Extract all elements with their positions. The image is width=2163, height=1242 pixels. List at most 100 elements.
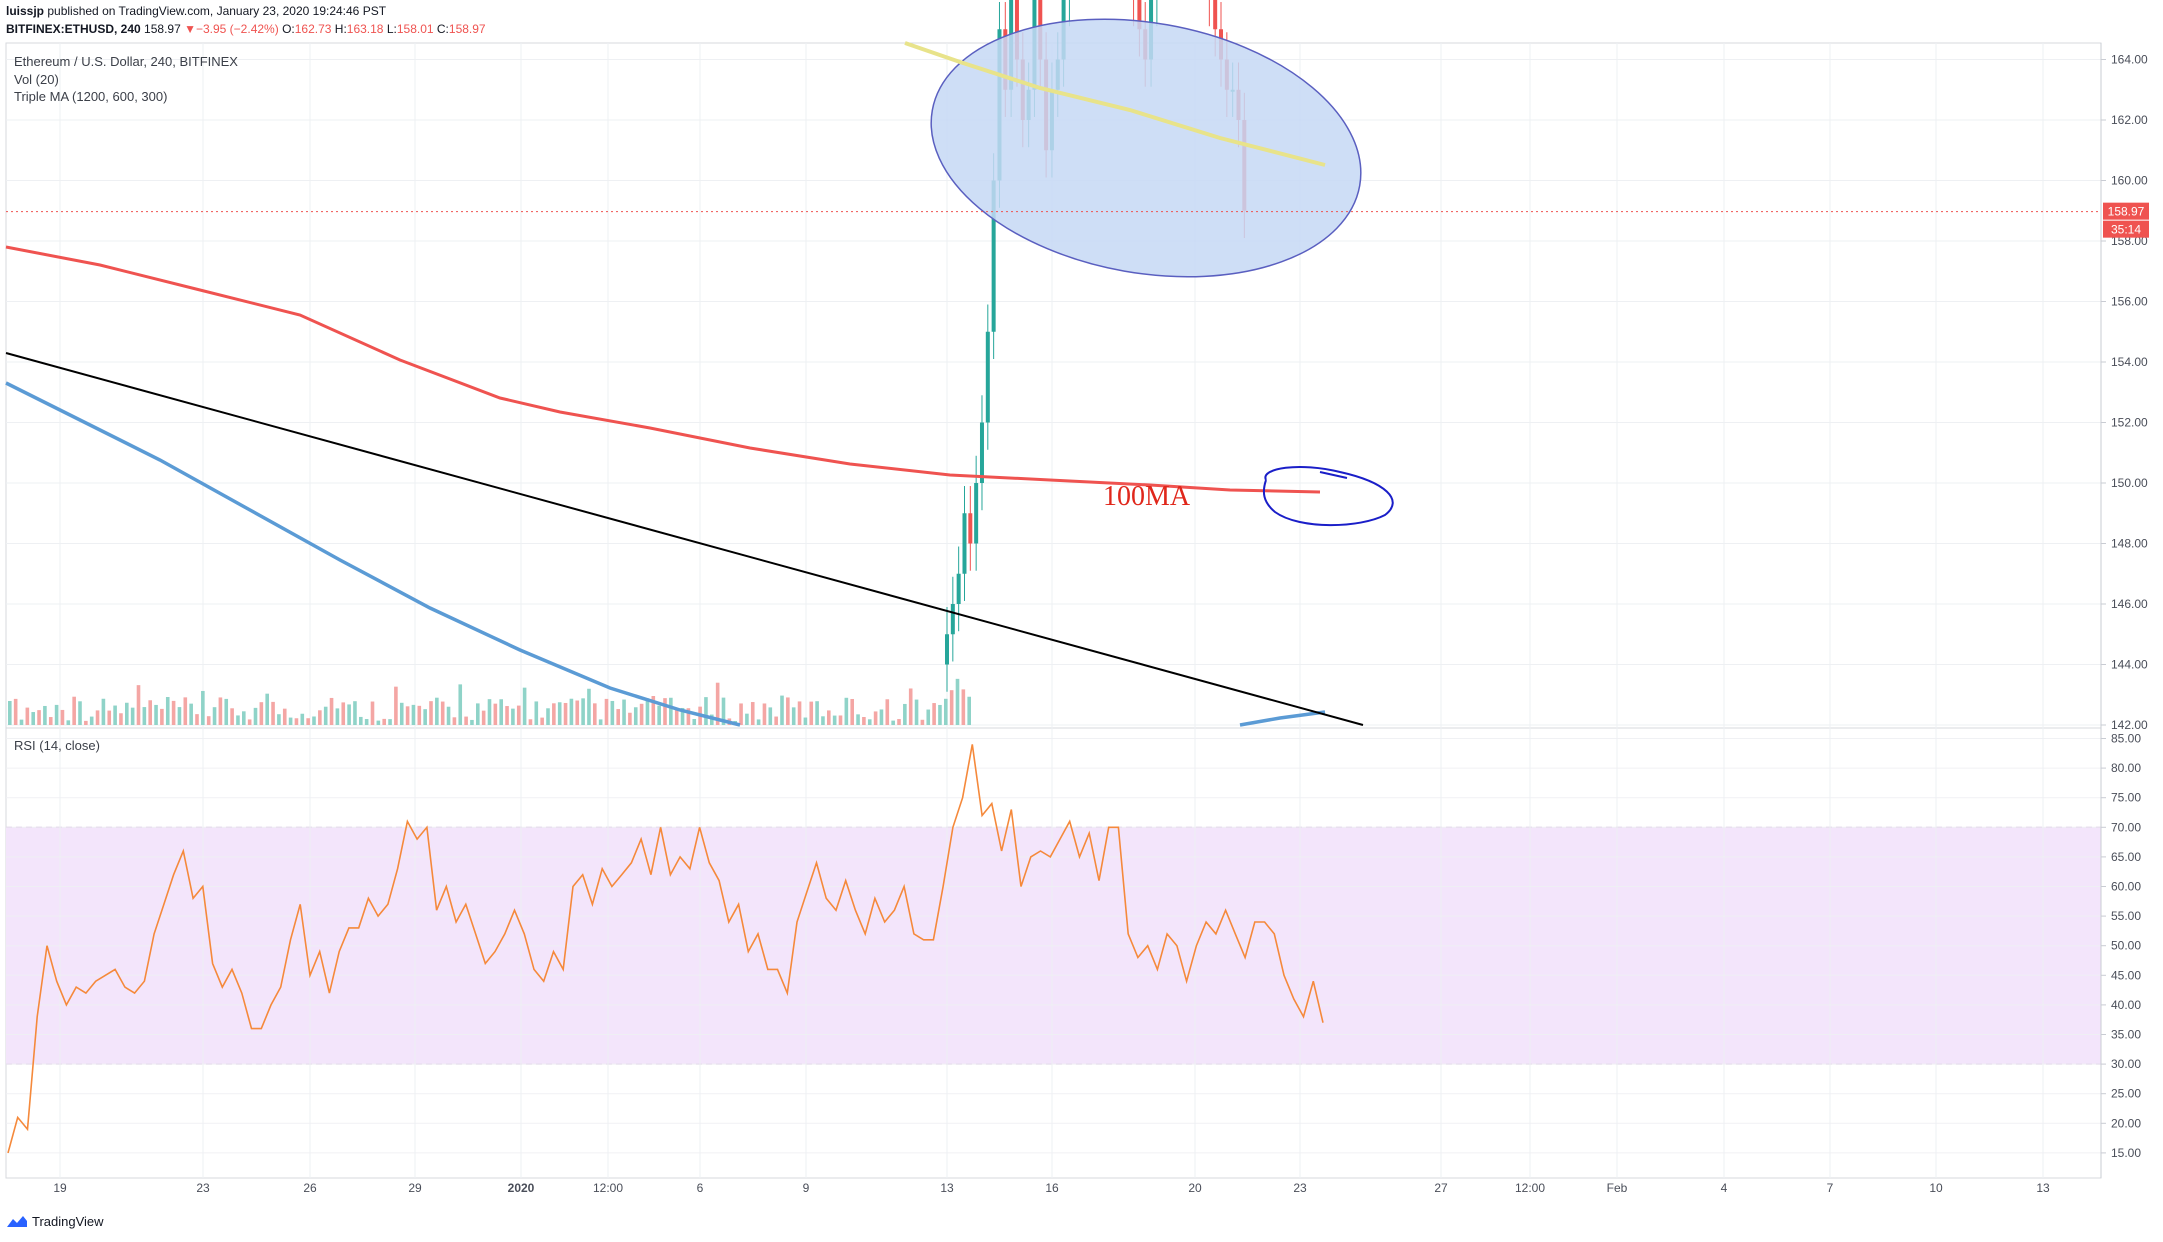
countdown-badge-text: 35:14 <box>2111 223 2141 237</box>
x-tick-label: 7 <box>1827 1181 1834 1195</box>
volume-bar <box>288 717 293 725</box>
volume-bar <box>657 705 661 725</box>
annotation-ellipse <box>930 18 1362 278</box>
rsi-tick-label: 65.00 <box>2111 850 2141 864</box>
volume-bar <box>481 710 486 725</box>
volume-bar <box>669 697 673 725</box>
volume-bar <box>165 697 170 725</box>
rsi-legend[interactable]: RSI (14, close) <box>14 738 100 753</box>
volume-bar <box>171 700 176 725</box>
volume-bar <box>949 690 954 725</box>
volume-bar <box>271 701 275 725</box>
volume-bar <box>534 701 539 725</box>
volume-bar <box>967 696 971 725</box>
volume-bar <box>552 703 556 725</box>
volume-bar <box>206 716 211 725</box>
price-tick-label: 146.00 <box>2111 597 2148 611</box>
volume-legend[interactable]: Vol (20) <box>14 72 59 87</box>
x-tick-label: Feb <box>1607 1181 1628 1195</box>
symbol-label: BITFINEX:ETHUSD, 240 <box>6 22 141 36</box>
volume-bar <box>891 720 895 725</box>
volume-bar <box>89 716 94 725</box>
volume-bar <box>294 718 299 725</box>
x-tick-label: 6 <box>697 1181 704 1195</box>
volume-bar <box>201 690 205 725</box>
volume-bar <box>318 710 322 725</box>
candle-body <box>945 634 949 665</box>
candle-body <box>979 422 984 483</box>
symbol-legend[interactable]: Ethereum / U.S. Dollar, 240, BITFINEX <box>14 54 238 69</box>
volume-bar <box>446 706 451 725</box>
volume-bar <box>470 719 474 725</box>
volume-bar <box>750 702 755 725</box>
volume-bar <box>908 688 913 725</box>
volume-bar <box>710 714 714 725</box>
x-tick-label: 9 <box>803 1181 810 1195</box>
volume-bar <box>786 697 790 725</box>
x-tick-label: 10 <box>1929 1181 1943 1195</box>
annotation-label-100ma: 100MA <box>1103 481 1191 512</box>
price-tick-label: 162.00 <box>2111 113 2148 127</box>
volume-bar <box>575 700 580 725</box>
candle-body <box>985 331 990 423</box>
rsi-tick-label: 70.00 <box>2111 820 2141 834</box>
open-value: 162.73 <box>294 22 332 36</box>
price-tick-label: 142.00 <box>2111 718 2148 732</box>
price-tick-label: 152.00 <box>2111 416 2148 430</box>
rsi-tick-label: 80.00 <box>2111 761 2141 775</box>
volume-bar <box>926 709 931 725</box>
volume-bar <box>780 695 784 725</box>
volume-bar <box>663 698 667 725</box>
price-tick-label: 148.00 <box>2111 537 2148 551</box>
rsi-tick-label: 30.00 <box>2111 1057 2141 1071</box>
volume-bar <box>306 718 310 725</box>
volume-bar <box>435 697 439 725</box>
volume-bar <box>897 719 901 725</box>
volume-bar <box>405 706 410 725</box>
rsi-tick-label: 35.00 <box>2111 1028 2141 1042</box>
change-value: −3.95 (−2.42%) <box>195 22 279 36</box>
ohlc-header: BITFINEX:ETHUSD, 240 158.97 ▼−3.95 (−2.4… <box>6 22 486 36</box>
volume-bar <box>25 707 30 725</box>
volume-bar <box>253 707 258 725</box>
volume-bar <box>31 712 35 725</box>
ma-yellow-line <box>904 41 1326 167</box>
candle-body <box>956 573 961 604</box>
last-price: 158.97 <box>144 22 181 36</box>
volume-bar <box>440 701 445 725</box>
ma-legend[interactable]: Triple MA (1200, 600, 300) <box>14 89 168 104</box>
volume-bar <box>610 700 615 725</box>
price-tick-label: 150.00 <box>2111 476 2148 490</box>
volume-bar <box>721 697 726 725</box>
x-tick-label: 20 <box>1188 1181 1202 1195</box>
tradingview-logo-icon <box>7 1215 27 1227</box>
volume-bar <box>686 708 691 725</box>
volume-bar <box>347 704 351 725</box>
rsi-tick-label: 60.00 <box>2111 880 2141 894</box>
volume-bar <box>867 719 872 725</box>
volume-bar <box>382 718 386 725</box>
author-name[interactable]: luissjp <box>6 4 45 18</box>
rsi-tick-label: 55.00 <box>2111 909 2141 923</box>
volume-bar <box>739 703 743 725</box>
volume-bar <box>920 719 925 725</box>
volume-bar <box>54 704 59 725</box>
brand-label: TradingView <box>32 1214 104 1229</box>
candle-body <box>1213 0 1218 30</box>
footer-brand[interactable]: TradingView <box>6 1214 104 1229</box>
x-tick-label: 13 <box>2036 1181 2050 1195</box>
volume-bar <box>154 704 158 725</box>
volume-bar <box>616 709 620 725</box>
x-tick-label: 16 <box>1045 1181 1059 1195</box>
volume-bar <box>914 699 919 725</box>
volume-bar <box>218 697 223 725</box>
volume-bar <box>376 720 381 725</box>
volume-bar <box>48 717 53 725</box>
candle-body <box>991 180 996 332</box>
volume-bar <box>101 698 106 725</box>
volume-bar <box>645 698 650 725</box>
volume-bar <box>680 707 685 725</box>
candle-body <box>962 513 967 574</box>
volume-bar <box>674 708 679 725</box>
